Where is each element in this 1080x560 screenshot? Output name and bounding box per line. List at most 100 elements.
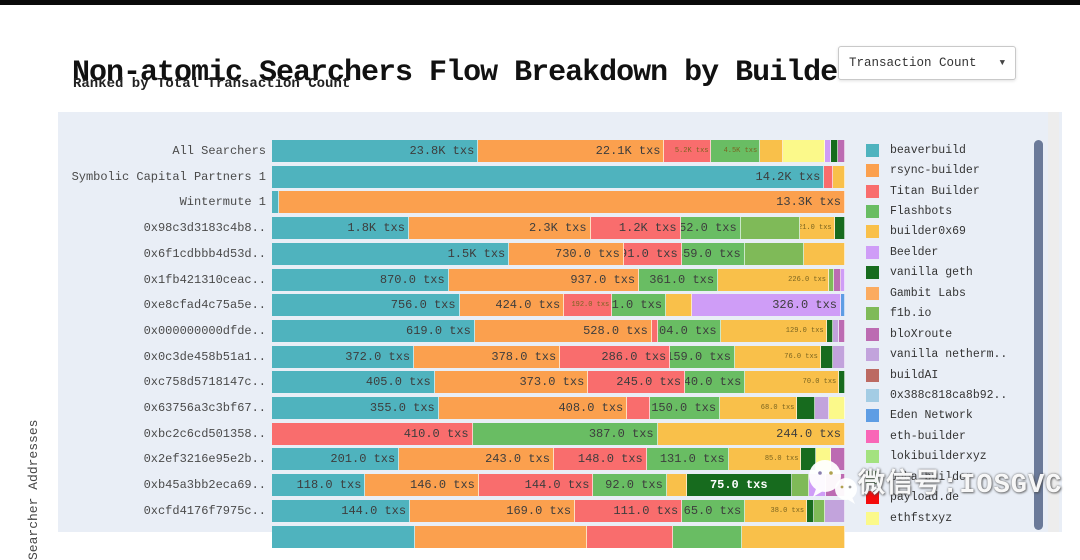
legend-item[interactable]: lokibuilderxyz	[866, 447, 1007, 467]
bar-segment[interactable]: 373.0 txs	[434, 371, 589, 394]
bar-segment[interactable]: 619.0 txs	[272, 319, 475, 342]
bar-segment[interactable]	[832, 165, 845, 188]
bar-segment[interactable]	[740, 217, 801, 240]
bar-segment[interactable]: 405.0 txs	[272, 371, 435, 394]
bar-segment[interactable]	[783, 140, 825, 162]
legend-item[interactable]: Beelder	[866, 242, 1007, 262]
bar-segment[interactable]: 1.5K txs	[272, 242, 510, 265]
bar-segment[interactable]	[808, 474, 827, 497]
bar-segment[interactable]	[814, 499, 826, 522]
bar-segment[interactable]: 937.0 txs	[448, 268, 640, 291]
bar-segment[interactable]	[666, 294, 693, 317]
bar-segment[interactable]: 204.0 txs	[657, 319, 721, 342]
bar-segment[interactable]: 65.0 txs	[682, 499, 746, 522]
bar-segment[interactable]: 241.0 txs	[612, 294, 667, 317]
bar-segment[interactable]: 245.0 txs	[588, 371, 686, 394]
bar-segment[interactable]: 730.0 txs	[509, 242, 624, 265]
bar-segment[interactable]: 870.0 txs	[272, 268, 449, 291]
bar-segment[interactable]	[415, 525, 588, 548]
bar-segment[interactable]: 68.0 txs	[720, 397, 798, 419]
bar-segment[interactable]: 528.0 txs	[474, 319, 652, 342]
bar-segment[interactable]: 355.0 txs	[272, 397, 439, 419]
bar-segment[interactable]	[841, 294, 845, 317]
metric-dropdown[interactable]: Transaction Count ▼	[838, 46, 1016, 80]
bar-segment[interactable]	[816, 448, 831, 471]
bar-segment[interactable]	[760, 140, 784, 162]
bar-segment[interactable]: 140.0 txs	[685, 371, 746, 394]
legend-item[interactable]: buildAI	[866, 365, 1007, 385]
bar-segment[interactable]: 408.0 txs	[438, 397, 628, 419]
bar-segment[interactable]	[841, 268, 845, 291]
legend-item[interactable]: builder0x69	[866, 222, 1007, 242]
bar-segment[interactable]	[828, 397, 845, 419]
bar-segment[interactable]: 76.0 txs	[734, 345, 821, 368]
bar-segment[interactable]: 5.2K txs	[664, 140, 712, 162]
bar-segment[interactable]: 201.0 txs	[272, 448, 400, 471]
bar-segment[interactable]	[272, 525, 416, 548]
bar-segment[interactable]	[825, 499, 845, 522]
legend-item[interactable]: ethfstxyz	[866, 508, 1007, 528]
legend-item[interactable]: boba-builder	[866, 467, 1007, 487]
bar-segment[interactable]: 361.0 txs	[639, 268, 719, 291]
bar-segment[interactable]: 1.2K txs	[590, 217, 681, 240]
legend-item[interactable]: eth-builder	[866, 426, 1007, 446]
bar-segment[interactable]: 372.0 txs	[272, 345, 415, 368]
bar-segment[interactable]	[791, 474, 809, 497]
bar-segment[interactable]: 752.0 txs	[680, 217, 741, 240]
bar-segment[interactable]	[587, 525, 674, 548]
legend-item[interactable]: bloXroute	[866, 324, 1007, 344]
scrollbar-track[interactable]	[1048, 112, 1059, 532]
bar-segment[interactable]	[834, 217, 845, 240]
bar-segment[interactable]: 22.1K txs	[478, 140, 665, 162]
legend-item[interactable]: f1b.io	[866, 304, 1007, 324]
bar-segment[interactable]: 75.0 txs	[686, 474, 792, 497]
bar-segment[interactable]: 111.0 txs	[575, 499, 683, 522]
legend-item[interactable]: Gambit Labs	[866, 283, 1007, 303]
bar-segment[interactable]: 144.0 txs	[272, 499, 411, 522]
bar-segment[interactable]: 421.0 txs	[800, 217, 835, 240]
bar-segment[interactable]	[833, 268, 841, 291]
legend-item[interactable]: Titan Builder	[866, 181, 1007, 201]
bar-segment[interactable]: 150.0 txs	[650, 397, 721, 419]
bar-segment[interactable]	[744, 242, 804, 265]
bar-segment[interactable]: 192.0 txs	[564, 294, 613, 317]
bar-segment[interactable]: 756.0 txs	[272, 294, 460, 317]
bar-segment[interactable]: 2.3K txs	[408, 217, 591, 240]
bar-segment[interactable]: 92.0 txs	[593, 474, 667, 497]
bar-segment[interactable]	[826, 474, 845, 497]
legend-item[interactable]: payload.de	[866, 487, 1007, 507]
bar-segment[interactable]	[830, 140, 839, 162]
bar-segment[interactable]: 410.0 txs	[272, 422, 473, 445]
bar-segment[interactable]: 70.0 txs	[745, 371, 840, 394]
bar-segment[interactable]	[839, 371, 845, 394]
bar-segment[interactable]	[741, 525, 845, 548]
bar-segment[interactable]: 14.2K txs	[272, 165, 825, 188]
legend-item[interactable]: vanilla netherm..	[866, 344, 1007, 364]
legend-item[interactable]: Flashbots	[866, 201, 1007, 221]
bar-segment[interactable]: 424.0 txs	[459, 294, 565, 317]
bar-segment[interactable]: 144.0 txs	[478, 474, 594, 497]
bar-segment[interactable]	[839, 319, 845, 342]
bar-segment[interactable]: 378.0 txs	[414, 345, 561, 368]
scrollbar-thumb[interactable]	[1034, 140, 1043, 530]
bar-segment[interactable]	[801, 448, 817, 471]
legend-item[interactable]: 0x388c818ca8b92..	[866, 385, 1007, 405]
bar-segment[interactable]: 1.8K txs	[272, 217, 409, 240]
bar-segment[interactable]	[833, 345, 845, 368]
bar-segment[interactable]: 244.0 txs	[657, 422, 845, 445]
bar-segment[interactable]	[807, 499, 814, 522]
bar-segment[interactable]	[826, 319, 834, 342]
bar-segment[interactable]: 129.0 txs	[720, 319, 827, 342]
bar-segment[interactable]: 387.0 txs	[472, 422, 658, 445]
bar-segment[interactable]: 226.0 txs	[718, 268, 829, 291]
bar-segment[interactable]	[797, 397, 815, 419]
bar-segment[interactable]	[830, 448, 845, 471]
bar-segment[interactable]	[673, 525, 742, 548]
bar-segment[interactable]: 159.0 txs	[670, 345, 735, 368]
bar-segment[interactable]: 391.0 txs	[623, 242, 682, 265]
bar-segment[interactable]: 4.5K txs	[711, 140, 761, 162]
bar-segment[interactable]: 38.0 txs	[745, 499, 808, 522]
bar-segment[interactable]: 131.0 txs	[646, 448, 729, 471]
bar-segment[interactable]: 148.0 txs	[553, 448, 647, 471]
bar-segment[interactable]	[828, 268, 834, 291]
